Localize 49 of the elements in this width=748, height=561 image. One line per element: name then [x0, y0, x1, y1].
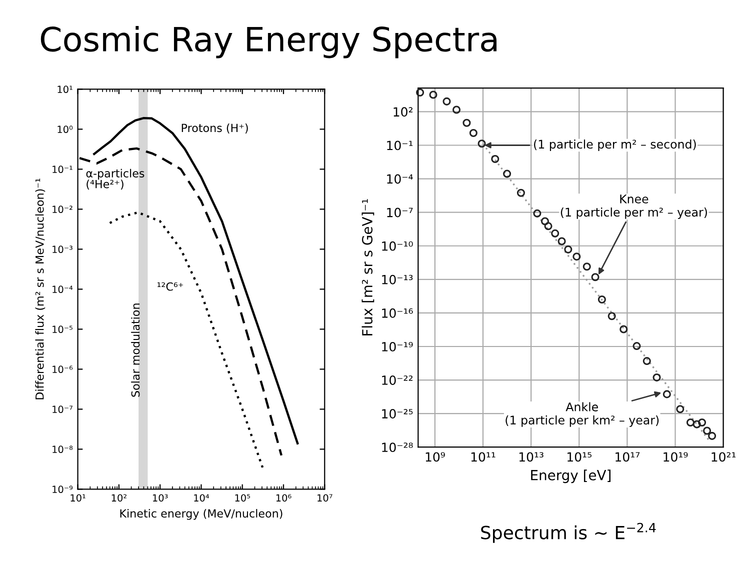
y-tick-label: 10¹ [58, 86, 72, 94]
x-tick-label: 10¹³ [519, 452, 544, 462]
x-tick-label: 10¹⁵ [568, 452, 592, 462]
x-axis-title: Kinetic energy (MeV/nucleon) [120, 509, 282, 520]
y-tick-label: 10⁻⁵ [52, 326, 72, 334]
y-tick-label: 10⁻¹⁹ [382, 342, 413, 352]
annotation: Knee (1 particle per m² – year) [560, 194, 707, 219]
x-tick-label: 10⁷ [318, 494, 332, 502]
x-tick-label: 10⁴ [194, 494, 210, 502]
annotation: (1 particle per m² – second) [534, 140, 696, 151]
series-label: α-particles (⁴He²⁺) [86, 168, 144, 190]
y-tick-label: 10⁰ [58, 126, 73, 134]
x-tick-label: 10¹ [70, 494, 86, 502]
x-tick-label: 10²¹ [712, 452, 736, 462]
x-tick-label: 10¹¹ [471, 452, 496, 462]
x-tick-label: 10⁵ [235, 494, 250, 502]
y-tick-label: 10⁻¹ [52, 166, 72, 174]
x-tick-label: 10⁹ [426, 452, 445, 462]
x-tick-label: 10⁶ [276, 494, 292, 502]
y-tick-label: 10⁻⁴ [387, 174, 413, 184]
y-tick-label: 10⁻⁴ [52, 286, 73, 294]
x-tick-label: 10¹⁹ [664, 452, 688, 462]
y-tick-label: 10⁻⁶ [52, 366, 73, 374]
x-tick-label: 10² [112, 494, 126, 502]
y-tick-label: 10² [394, 107, 412, 117]
text: Spectrum is ~ E$^{−2.4}$ [481, 522, 656, 543]
annotation: Ankle (1 particle per km² – year) [506, 402, 659, 427]
y-tick-label: 10⁻¹³ [382, 274, 413, 284]
x-axis-title: Energy [eV] [531, 470, 610, 484]
y-axis-title: Flux [m² sr s GeV]⁻¹ [362, 199, 374, 336]
y-tick-label: 10⁻²⁸ [382, 442, 413, 452]
x-tick-label: 10¹⁷ [616, 452, 640, 462]
y-tick-label: 10⁻⁹ [52, 486, 73, 494]
y-tick-label: 10⁻¹ [387, 140, 413, 150]
y-tick-label: 10⁻²² [382, 376, 412, 385]
y-tick-label: 10⁻⁷ [52, 406, 72, 414]
y-axis-title: Differential flux (m² sr s MeV/nucleon)⁻¹ [35, 178, 46, 400]
series-label: Protons (H⁺) [182, 124, 248, 134]
y-tick-label: 10⁻³ [52, 246, 72, 254]
series-label: ¹²C⁶⁺ [158, 282, 184, 291]
y-tick-label: 10⁻⁸ [52, 446, 73, 454]
band-label: Solar modulation [131, 304, 140, 397]
y-tick-label: 10⁻¹⁰ [382, 241, 413, 251]
y-tick-label: 10⁻² [52, 206, 72, 214]
chart-title: Cosmic Ray Energy Spectra [40, 26, 496, 58]
y-tick-label: 10⁻²⁵ [382, 409, 413, 419]
y-tick-label: 10⁻¹⁶ [382, 308, 413, 318]
y-tick-label: 10⁻⁷ [387, 208, 413, 218]
x-tick-label: 10³ [153, 494, 168, 502]
